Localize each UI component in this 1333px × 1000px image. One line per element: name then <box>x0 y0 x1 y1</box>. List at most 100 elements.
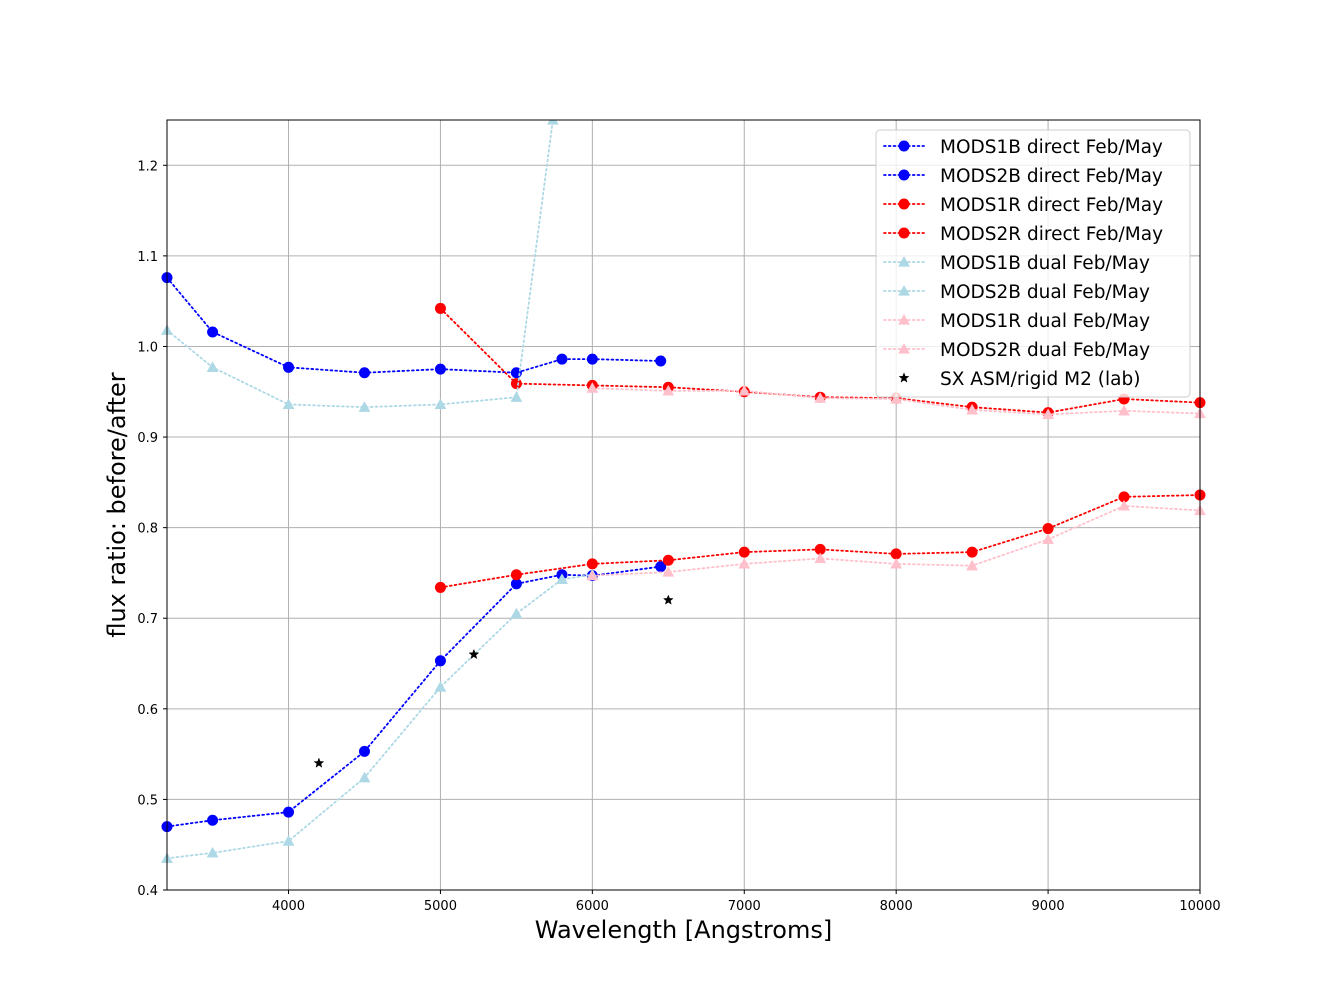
legend-entry: MODS1B dual Feb/May <box>883 253 1150 274</box>
series-line <box>166 573 594 860</box>
legend-entry: MODS1R dual Feb/May <box>883 311 1150 332</box>
y-tick-label: 1.1 <box>137 250 158 265</box>
data-point <box>282 398 295 410</box>
data-point <box>313 757 325 768</box>
legend-marker <box>898 284 910 296</box>
x-tick-label: 6000 <box>576 899 609 914</box>
y-tick-label: 0.4 <box>137 884 158 899</box>
data-point <box>434 302 446 314</box>
legend-entry: MODS1B direct Feb/May <box>883 137 1163 158</box>
series-line <box>166 565 662 828</box>
y-tick-label: 1.2 <box>137 159 158 174</box>
x-tick-label: 7000 <box>728 899 761 914</box>
data-point <box>586 353 598 365</box>
data-point <box>814 392 827 403</box>
data-point <box>207 814 219 826</box>
legend-label: MODS1R dual Feb/May <box>940 311 1150 332</box>
data-point <box>1042 533 1055 545</box>
data-point <box>434 363 446 375</box>
data-point <box>206 846 219 858</box>
series-4 <box>161 120 559 412</box>
legend-marker <box>898 198 910 210</box>
legend-label: MODS1R direct Feb/May <box>940 195 1163 216</box>
data-point <box>510 378 522 390</box>
series-5 <box>161 568 599 863</box>
legend-marker <box>898 255 910 267</box>
data-point <box>556 573 568 584</box>
y-tick-label: 0.7 <box>137 612 158 627</box>
series-0 <box>161 272 667 379</box>
x-tick-label: 9000 <box>1032 899 1065 914</box>
axis-ticks: 4000 5000 6000 7000 8000 9000 10000 0.4 0.5 0.6 0.… <box>137 159 1220 914</box>
series-line <box>166 276 662 374</box>
legend-entry: SX ASM/rigid M2 (lab) <box>898 369 1140 390</box>
data-point <box>586 569 599 581</box>
data-point <box>1118 499 1130 511</box>
data-point <box>586 382 599 393</box>
data-point <box>282 835 295 846</box>
legend-label: MODS2B direct Feb/May <box>940 166 1163 187</box>
legend-entry: MODS2B dual Feb/May <box>883 282 1150 303</box>
x-tick-label: 4000 <box>272 899 305 914</box>
legend-marker <box>898 227 910 239</box>
y-tick-label: 1.0 <box>137 340 158 355</box>
data-point <box>358 771 371 783</box>
y-tick-label: 0.5 <box>137 793 158 808</box>
data-point <box>206 361 219 372</box>
data-point <box>1118 404 1130 416</box>
legend-box <box>875 129 1191 398</box>
data-point <box>966 403 979 415</box>
series-line <box>439 494 1201 589</box>
legend-label: MODS1B dual Feb/May <box>940 253 1150 274</box>
data-point <box>556 353 568 365</box>
y-tick-label: 0.9 <box>137 431 158 446</box>
data-point <box>738 546 750 558</box>
data-point <box>662 594 674 605</box>
data-point <box>890 392 903 404</box>
series-7 <box>586 499 1206 581</box>
data-point <box>662 384 675 396</box>
data-point <box>738 384 751 396</box>
data-point <box>510 569 522 581</box>
legend-label: MODS1B direct Feb/May <box>940 137 1163 158</box>
legend-entry: MODS2B direct Feb/May <box>883 166 1163 187</box>
data-point <box>662 566 675 577</box>
data-point <box>1042 408 1055 420</box>
legend-marker <box>898 342 910 354</box>
x-tick-label: 10000 <box>1179 899 1220 914</box>
legend-marker <box>898 372 910 383</box>
data-point <box>283 806 295 818</box>
legend-label: MODS2R direct Feb/May <box>940 224 1163 245</box>
series-line <box>439 307 1201 414</box>
plot-frame <box>166 119 1201 891</box>
data-point <box>738 557 751 569</box>
y-axis-title: flux ratio: before/after <box>103 372 131 637</box>
data-point <box>814 552 827 564</box>
data-point <box>468 648 480 660</box>
data-point <box>890 557 903 569</box>
y-tick-label: 0.8 <box>137 522 158 537</box>
legend-entry: MODS1R direct Feb/May <box>883 195 1163 216</box>
data-point <box>434 655 446 667</box>
x-axis-title: Wavelength [Angstroms] <box>535 916 832 944</box>
legend-entry: MODS2R direct Feb/May <box>883 224 1163 245</box>
data-point <box>1042 523 1054 535</box>
legend: MODS1B direct Feb/May MODS2B direct Feb/M… <box>875 129 1191 398</box>
x-tick-label: 8000 <box>880 899 913 914</box>
series-6 <box>586 382 1206 420</box>
data-point <box>283 361 295 373</box>
data-point <box>510 391 523 402</box>
data-point <box>434 398 447 410</box>
data-point <box>655 355 667 367</box>
legend-entry: MODS2R dual Feb/May <box>883 340 1150 361</box>
data-point <box>662 554 674 566</box>
data-point <box>966 546 978 558</box>
y-tick-label: 0.6 <box>137 703 158 718</box>
legend-marker <box>898 313 910 325</box>
data-point <box>434 581 446 593</box>
legend-label: MODS2B dual Feb/May <box>940 282 1150 303</box>
series-8 <box>313 594 674 768</box>
series-line <box>166 120 554 409</box>
legend-marker <box>898 169 910 181</box>
